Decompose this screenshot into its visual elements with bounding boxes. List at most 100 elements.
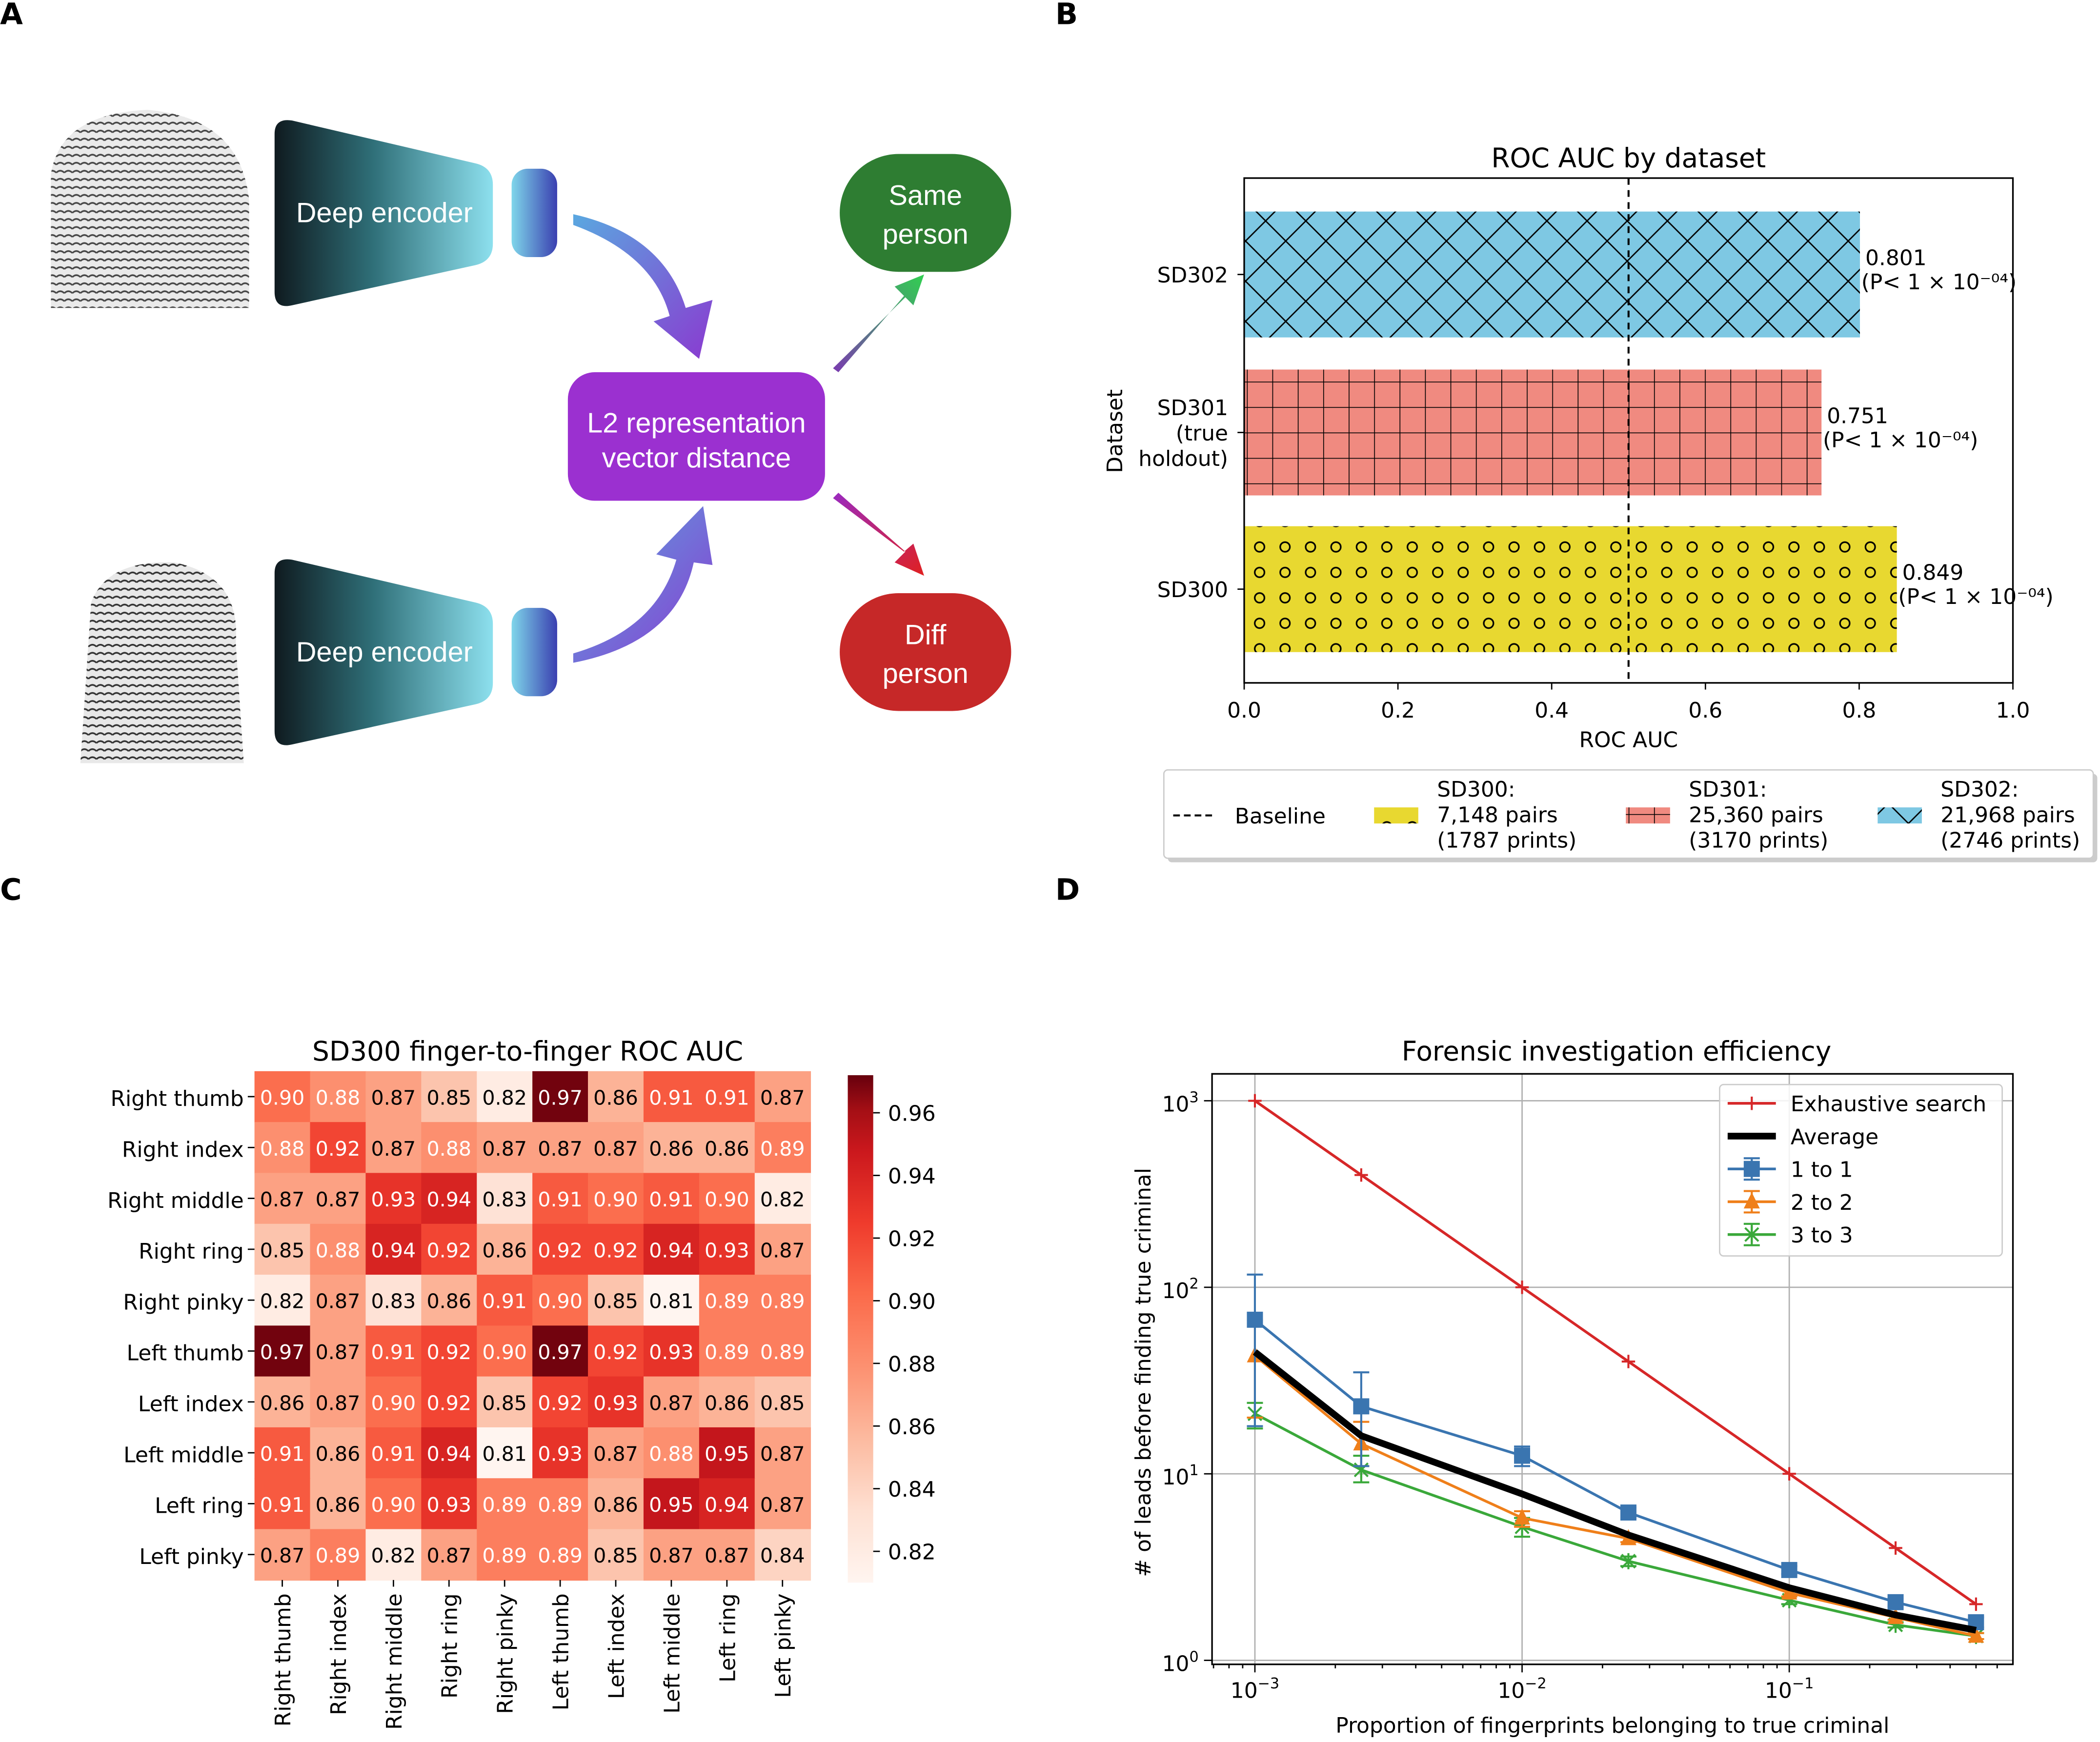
heatmap-cell xyxy=(477,1275,533,1326)
cell-value-label: 0.89 xyxy=(316,1544,361,1567)
column-label: Right middle xyxy=(382,1593,407,1730)
heatmap-cell xyxy=(477,1529,533,1581)
row-label: Left index xyxy=(138,1392,244,1417)
cell-value-label: 0.89 xyxy=(705,1290,749,1313)
panel-label-b: B xyxy=(1055,0,1078,31)
cell-value-label: 0.91 xyxy=(649,1188,694,1211)
distance-box xyxy=(567,372,825,501)
legend-baseline-label: Baseline xyxy=(1235,804,1326,829)
cell-value-label: 0.91 xyxy=(649,1086,694,1109)
fingerprint-image-bottom xyxy=(80,562,244,763)
heatmap-cell xyxy=(254,1071,311,1123)
cell-value-label: 0.87 xyxy=(760,1239,805,1262)
cell-value-label: 0.88 xyxy=(649,1442,694,1466)
column-label: Left ring xyxy=(715,1593,740,1682)
fingerprint-image-top xyxy=(51,110,249,308)
cell-value-label: 0.82 xyxy=(260,1290,305,1313)
y-tick-label: (true xyxy=(1176,421,1228,446)
row-label: Left middle xyxy=(123,1442,243,1467)
heatmap-cell xyxy=(365,1325,422,1378)
bar-hatch xyxy=(1244,211,1860,338)
cell-value-label: 0.94 xyxy=(371,1239,416,1262)
heatmap-cell xyxy=(477,1325,533,1378)
bar-p-label: (P< 1 × 10⁻⁰⁴) xyxy=(1823,428,1978,453)
heatmap-cell xyxy=(643,1173,700,1225)
cell-value-label: 0.90 xyxy=(482,1341,527,1364)
legend-label: SD301: xyxy=(1689,777,1767,802)
bar-value-label: 0.849 xyxy=(1902,561,1964,585)
data-point xyxy=(1621,1553,1636,1569)
heatmap-cell xyxy=(643,1529,700,1581)
x-tick-label: 0.6 xyxy=(1688,698,1722,723)
heatmap-cell xyxy=(365,1529,422,1581)
y-tick-label: 100 xyxy=(1162,1648,1199,1676)
heatmap-cell xyxy=(365,1071,422,1123)
panel-label-c: C xyxy=(0,873,21,907)
heatmap-cell xyxy=(365,1173,422,1225)
legend-label: Average xyxy=(1791,1124,1878,1149)
error-bar xyxy=(1353,1371,1370,1467)
tick-exponent: −2 xyxy=(1525,1675,1547,1692)
heatmap-cell xyxy=(643,1223,700,1276)
cell-value-label: 0.87 xyxy=(426,1544,471,1567)
cell-value-label: 0.88 xyxy=(316,1086,361,1109)
column-label: Left pinky xyxy=(771,1593,796,1698)
heatmap-cell xyxy=(754,1122,811,1174)
legend-label: Exhaustive search xyxy=(1791,1092,1986,1117)
cell-value-label: 0.87 xyxy=(760,1442,805,1466)
cell-value-label: 0.94 xyxy=(426,1442,471,1466)
cell-value-label: 0.82 xyxy=(482,1086,527,1109)
cell-value-label: 0.89 xyxy=(538,1544,583,1567)
cell-value-label: 0.91 xyxy=(482,1290,527,1313)
heatmap-cell xyxy=(532,1529,589,1581)
heatmap-cell xyxy=(421,1173,478,1225)
heatmap-cell xyxy=(532,1122,589,1174)
cell-value-label: 0.93 xyxy=(705,1239,749,1262)
heatmap-cell xyxy=(588,1122,645,1174)
heatmap-cell xyxy=(365,1478,422,1530)
legend-swatch-hatch xyxy=(1626,807,1670,824)
legend-label: 1 to 1 xyxy=(1791,1158,1853,1182)
cell-value-label: 0.83 xyxy=(371,1290,416,1313)
heatmap-cell xyxy=(532,1173,589,1225)
heatmap-cell xyxy=(365,1223,422,1276)
heatmap-cell xyxy=(643,1275,700,1326)
legend-marker xyxy=(1743,1161,1760,1177)
heatmap-cell xyxy=(421,1071,478,1123)
cell-value-label: 0.90 xyxy=(371,1493,416,1517)
cell-value-label: 0.95 xyxy=(649,1493,694,1517)
row-label: Right pinky xyxy=(123,1290,243,1315)
heatmap-cell xyxy=(699,1275,756,1326)
encoder-bottom-label: Deep encoder xyxy=(296,637,473,668)
y-tick-label: SD301 xyxy=(1157,396,1228,420)
cell-value-label: 0.91 xyxy=(260,1442,305,1466)
chart-d-ylabel: # of leads before finding true criminal xyxy=(1131,1168,1156,1577)
cell-value-label: 0.87 xyxy=(593,1137,638,1161)
bar-value-label: 0.801 xyxy=(1865,245,1927,270)
series-average xyxy=(1252,1349,1977,1634)
cell-value-label: 0.91 xyxy=(371,1442,416,1466)
legend-swatch-hatch xyxy=(1374,807,1418,824)
cell-value-label: 0.87 xyxy=(705,1544,749,1567)
cell-value-label: 0.89 xyxy=(760,1137,805,1161)
heatmap-cell xyxy=(699,1376,756,1428)
heatmap-cell xyxy=(254,1173,311,1225)
x-tick-label: 0.8 xyxy=(1842,698,1877,723)
cell-value-label: 0.81 xyxy=(482,1442,527,1466)
heatmap-cell xyxy=(477,1427,533,1479)
chart-b-title: ROC AUC by dataset xyxy=(1491,142,1766,174)
heatmap-cell xyxy=(421,1325,478,1378)
deep-encoder-bottom xyxy=(274,559,493,745)
data-point xyxy=(1248,1094,1262,1108)
cell-value-label: 0.97 xyxy=(538,1341,583,1364)
heatmap-cell xyxy=(310,1223,366,1276)
heatmap-cell xyxy=(254,1427,311,1479)
heatmap-cell xyxy=(643,1376,700,1428)
cell-value-label: 0.92 xyxy=(538,1391,583,1415)
cell-value-label: 0.86 xyxy=(705,1137,749,1161)
cell-value-label: 0.93 xyxy=(426,1493,471,1517)
heatmap-cell xyxy=(421,1275,478,1326)
x-tick-label: 10−1 xyxy=(1765,1675,1814,1703)
data-point xyxy=(1620,1504,1636,1521)
